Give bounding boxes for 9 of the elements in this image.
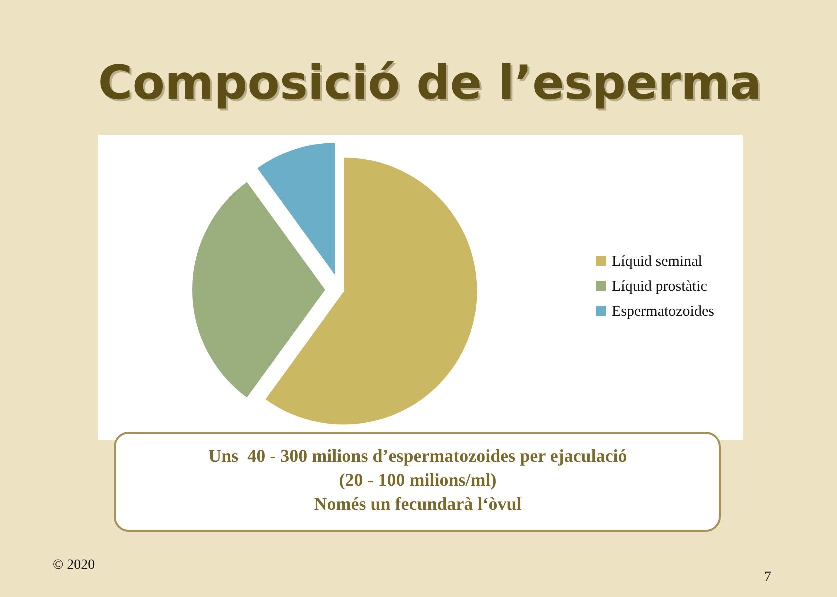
text: Uns 40 - 300 milions d’espermatozoides per ejaculació bbox=[208, 446, 628, 466]
text: 7 bbox=[764, 570, 772, 585]
legend-label: Espermatozoides bbox=[612, 304, 715, 320]
text: © 2020 bbox=[53, 558, 96, 573]
text: (20 - 100 milions/ml) bbox=[339, 470, 497, 490]
chart-title: Composició de l’esperma bbox=[100, 58, 764, 113]
legend-label: Líquid prostàtic bbox=[612, 279, 708, 295]
legend-label: Líquid seminal bbox=[612, 254, 702, 270]
text: Només un fecundarà l‘òvul bbox=[314, 494, 522, 514]
